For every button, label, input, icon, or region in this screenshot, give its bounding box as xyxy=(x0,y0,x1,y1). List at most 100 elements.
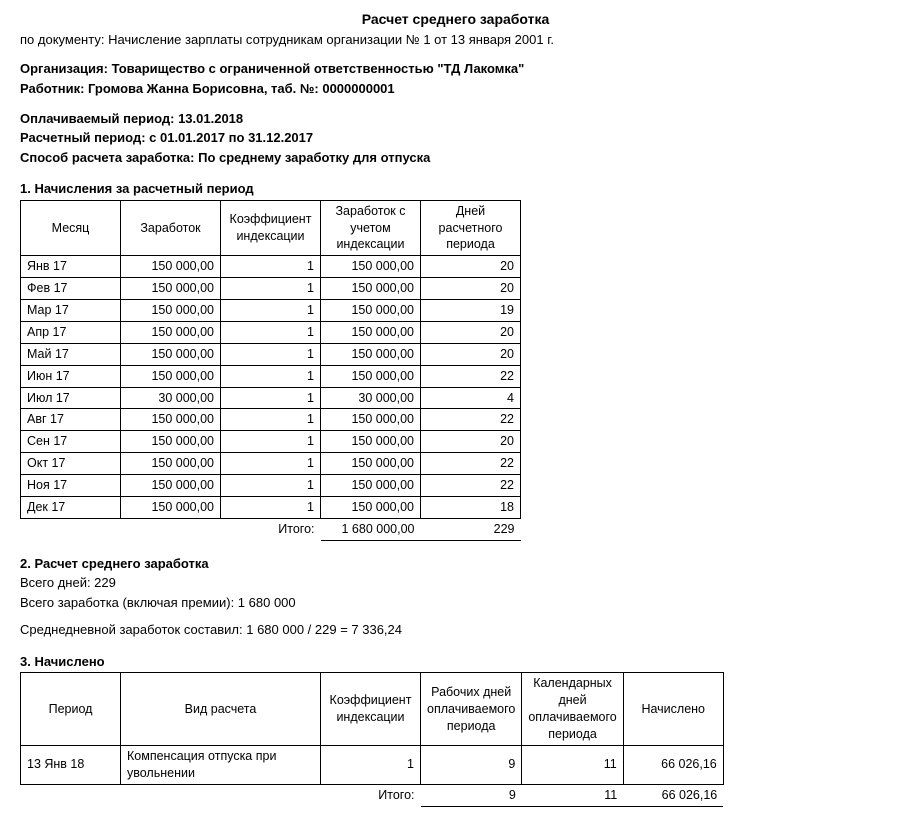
paid-period-value: 13.01.2018 xyxy=(178,111,243,126)
table-cell: 11 xyxy=(522,745,623,784)
accruals-table: МесяцЗаработокКоэффициент индексацииЗара… xyxy=(20,200,521,541)
table-cell: Дек 17 xyxy=(21,496,121,518)
table-row: Ноя 17150 000,001150 000,0022 xyxy=(21,475,521,497)
totals-work-days: 9 xyxy=(421,784,522,806)
org-line: Организация: Товарищество с ограниченной… xyxy=(20,60,891,78)
totals-earnings: 1 680 000,00 xyxy=(321,518,421,540)
table-cell: 13 Янв 18 xyxy=(21,745,121,784)
table-cell: 150 000,00 xyxy=(321,496,421,518)
table-cell: 1 xyxy=(221,387,321,409)
table-cell: Ноя 17 xyxy=(21,475,121,497)
table-cell: Июн 17 xyxy=(21,365,121,387)
worker-value: Громова Жанна Борисовна, таб. №: 0000000… xyxy=(88,81,395,96)
table-cell: 150 000,00 xyxy=(121,431,221,453)
table-row: Окт 17150 000,001150 000,0022 xyxy=(21,453,521,475)
table-row: Дек 17150 000,001150 000,0018 xyxy=(21,496,521,518)
accrued-table: ПериодВид расчетаКоэффициент индексацииР… xyxy=(20,672,724,806)
method-label: Способ расчета заработка: xyxy=(20,150,198,165)
section2-line2: Всего заработка (включая премии): 1 680 … xyxy=(20,594,891,612)
table-cell: 150 000,00 xyxy=(321,321,421,343)
table-row: Апр 17150 000,001150 000,0020 xyxy=(21,321,521,343)
section3-heading: 3. Начислено xyxy=(20,653,891,671)
table-cell: Мар 17 xyxy=(21,300,121,322)
table3-header: Рабочих дней оплачиваемого периода xyxy=(421,673,522,746)
table-cell: Сен 17 xyxy=(21,431,121,453)
table-row: Май 17150 000,001150 000,0020 xyxy=(21,343,521,365)
table-row: Авг 17150 000,001150 000,0022 xyxy=(21,409,521,431)
table-row: Фев 17150 000,001150 000,0020 xyxy=(21,278,521,300)
table-cell: 1 xyxy=(221,365,321,387)
table-cell: 1 xyxy=(221,453,321,475)
paid-period-label: Оплачиваемый период: xyxy=(20,111,178,126)
table-cell: Компенсация отпуска при увольнении xyxy=(121,745,321,784)
table-cell: 150 000,00 xyxy=(121,321,221,343)
section2-line3: Среднедневной заработок составил: 1 680 … xyxy=(20,621,891,639)
method-line: Способ расчета заработка: По среднему за… xyxy=(20,149,891,167)
table-cell: 150 000,00 xyxy=(121,453,221,475)
table-cell: Май 17 xyxy=(21,343,121,365)
table-cell: Окт 17 xyxy=(21,453,121,475)
table-cell: 150 000,00 xyxy=(321,365,421,387)
table-cell: 1 xyxy=(221,300,321,322)
table-row: Июн 17150 000,001150 000,0022 xyxy=(21,365,521,387)
table-cell: 20 xyxy=(421,278,521,300)
table-row: Июл 1730 000,00130 000,004 xyxy=(21,387,521,409)
table3-header: Начислено xyxy=(623,673,723,746)
table-cell: 30 000,00 xyxy=(121,387,221,409)
section2-heading: 2. Расчет среднего заработка xyxy=(20,555,891,573)
section2-line1: Всего дней: 229 xyxy=(20,574,891,592)
table-cell: 150 000,00 xyxy=(321,475,421,497)
calc-period-label: Расчетный период: xyxy=(20,130,149,145)
table-cell: 150 000,00 xyxy=(121,365,221,387)
table-cell: 150 000,00 xyxy=(121,496,221,518)
doc-line-value: Начисление зарплаты сотрудникам организа… xyxy=(108,32,554,47)
table1-header: Заработок xyxy=(121,200,221,256)
table-cell: 150 000,00 xyxy=(321,278,421,300)
table-row: Сен 17150 000,001150 000,0020 xyxy=(21,431,521,453)
table3-header: Период xyxy=(21,673,121,746)
table-cell: 1 xyxy=(221,256,321,278)
calc-period-line: Расчетный период: с 01.01.2017 по 31.12.… xyxy=(20,129,891,147)
table3-header: Коэффициент индексации xyxy=(321,673,421,746)
table-cell: 1 xyxy=(221,278,321,300)
table-cell: Июл 17 xyxy=(21,387,121,409)
table-cell: 30 000,00 xyxy=(321,387,421,409)
table-cell: 4 xyxy=(421,387,521,409)
table-cell: Авг 17 xyxy=(21,409,121,431)
table-cell: 150 000,00 xyxy=(321,431,421,453)
table-cell: 20 xyxy=(421,343,521,365)
table-cell: 150 000,00 xyxy=(321,256,421,278)
table-cell: 20 xyxy=(421,321,521,343)
table-cell: 150 000,00 xyxy=(121,475,221,497)
totals-accrued: 66 026,16 xyxy=(623,784,723,806)
table1-header: Заработок с учетом индексации xyxy=(321,200,421,256)
table-cell: 150 000,00 xyxy=(321,343,421,365)
table-cell: 1 xyxy=(221,321,321,343)
table-cell: 150 000,00 xyxy=(321,409,421,431)
table-cell: 22 xyxy=(421,409,521,431)
table-cell: 1 xyxy=(221,409,321,431)
table-cell: 9 xyxy=(421,745,522,784)
method-value: По среднему заработку для отпуска xyxy=(198,150,430,165)
table-cell: 150 000,00 xyxy=(321,300,421,322)
table-cell: 22 xyxy=(421,475,521,497)
table1-header: Дней расчетного периода xyxy=(421,200,521,256)
totals-cal-days: 11 xyxy=(522,784,623,806)
table-cell: 22 xyxy=(421,365,521,387)
table-cell: Янв 17 xyxy=(21,256,121,278)
table-cell: 1 xyxy=(321,745,421,784)
doc-line: по документу: Начисление зарплаты сотруд… xyxy=(20,31,891,49)
table-cell: 150 000,00 xyxy=(121,278,221,300)
table-cell: 150 000,00 xyxy=(121,256,221,278)
table3-header: Календарных дней оплачиваемого периода xyxy=(522,673,623,746)
table-row: Мар 17150 000,001150 000,0019 xyxy=(21,300,521,322)
table-cell: 1 xyxy=(221,496,321,518)
table-cell: 22 xyxy=(421,453,521,475)
table-cell: 19 xyxy=(421,300,521,322)
org-value: Товарищество с ограниченной ответственно… xyxy=(112,61,525,76)
table-cell: 18 xyxy=(421,496,521,518)
table-cell: 20 xyxy=(421,256,521,278)
table-row: 13 Янв 18Компенсация отпуска при увольне… xyxy=(21,745,724,784)
totals-label: Итого: xyxy=(321,784,421,806)
table-row: Янв 17150 000,001150 000,0020 xyxy=(21,256,521,278)
